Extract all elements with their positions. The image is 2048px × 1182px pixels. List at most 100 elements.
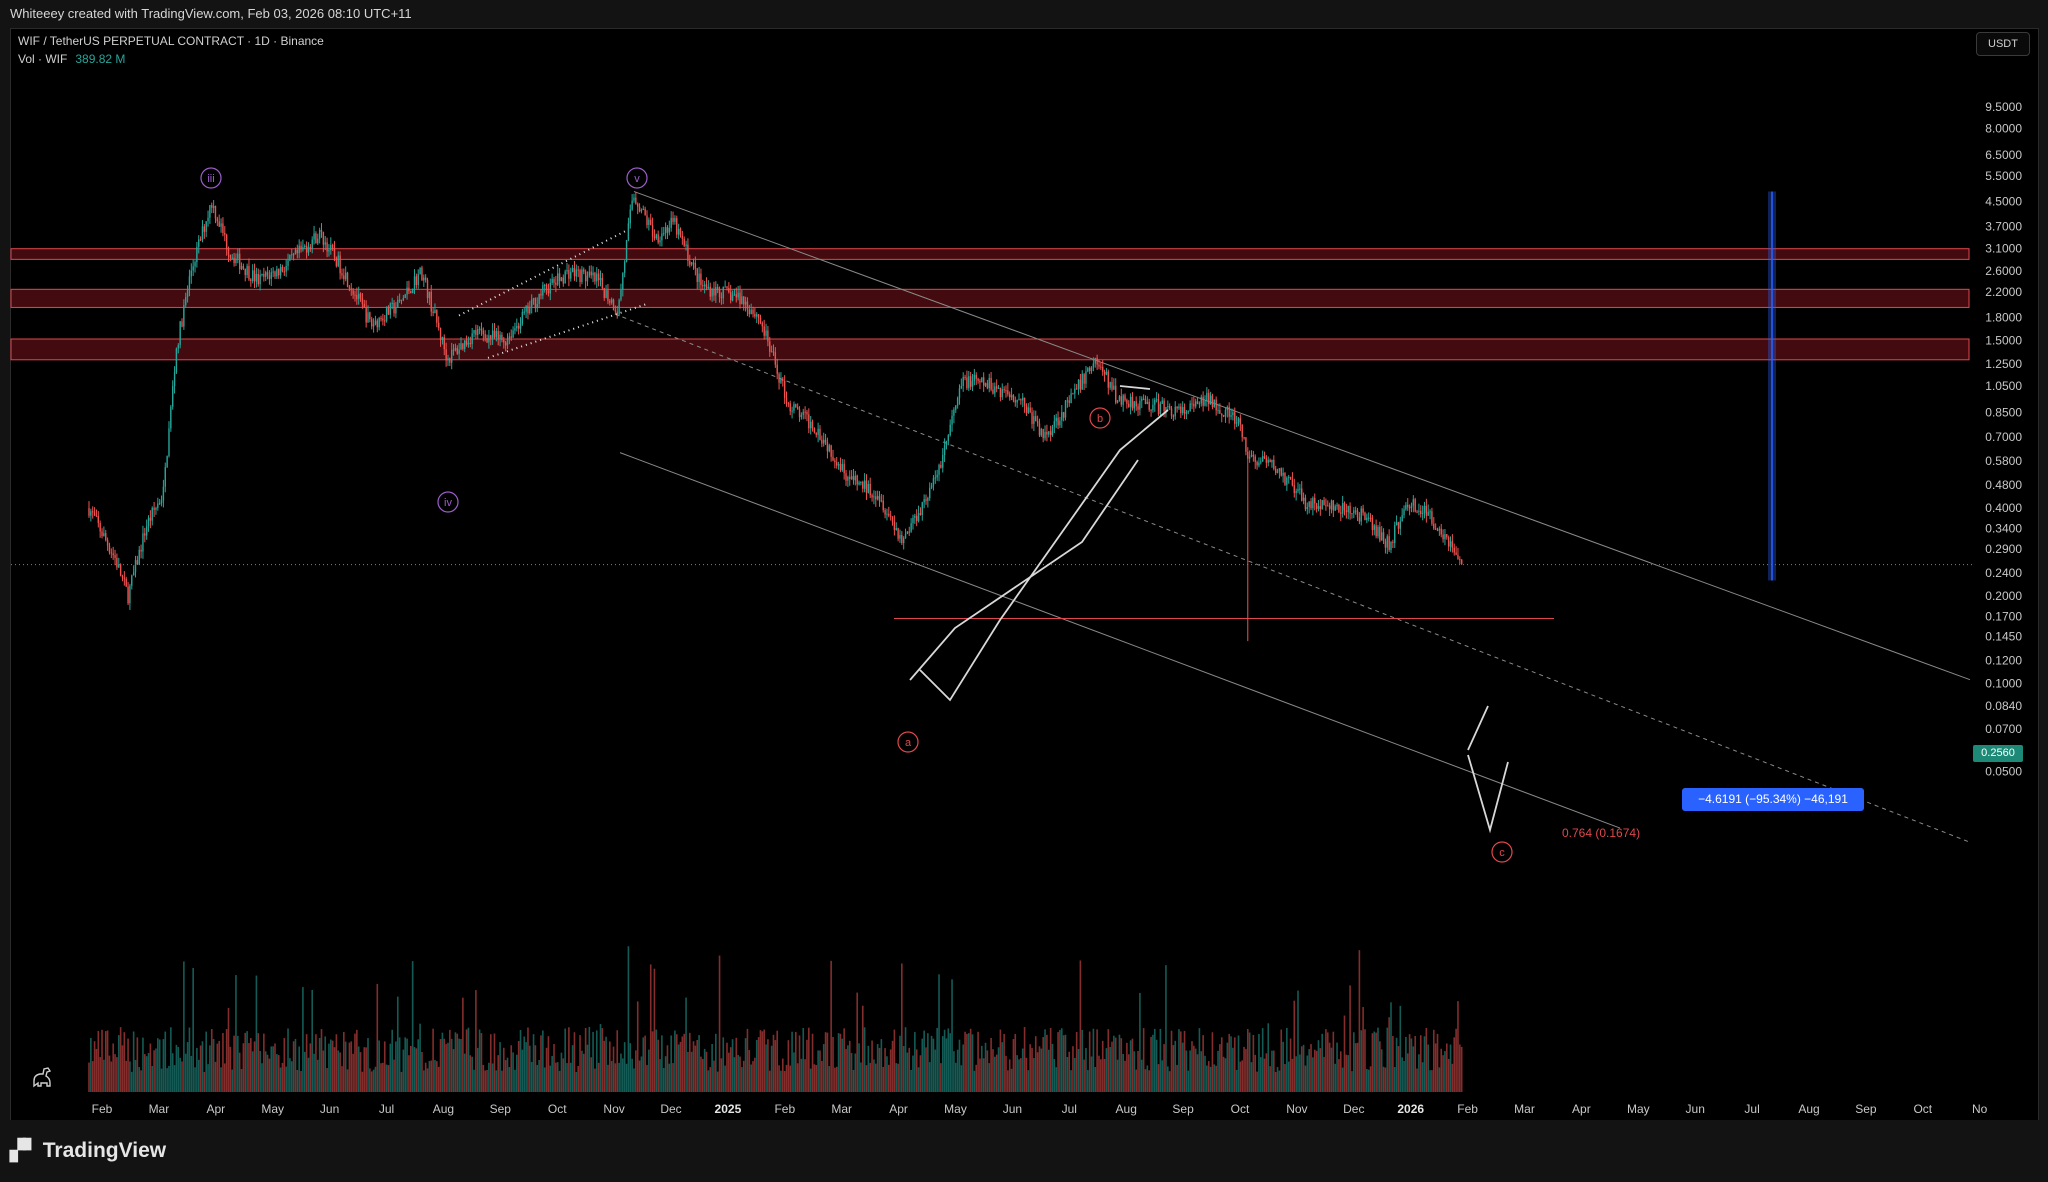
volume-bar xyxy=(984,1042,987,1092)
volume-bar xyxy=(1319,1048,1322,1092)
candle-body xyxy=(767,330,769,342)
candle-body xyxy=(722,286,724,299)
volume-bar xyxy=(770,1045,773,1092)
volume-bar xyxy=(1273,1050,1275,1092)
volume-bar xyxy=(761,1031,764,1092)
volume-bar xyxy=(1382,1066,1385,1092)
author-credit: Whiteeey created with TradingView.com, F… xyxy=(10,6,412,21)
volume-bar xyxy=(331,1040,334,1092)
volume-bar xyxy=(869,1062,872,1092)
volume-bar xyxy=(910,1069,912,1092)
candle-body xyxy=(376,320,379,328)
candle-body xyxy=(265,272,267,277)
candle-body xyxy=(670,217,672,228)
volume-bar xyxy=(1254,1054,1257,1092)
candle-body xyxy=(1392,541,1394,543)
candle-body xyxy=(1111,382,1113,390)
volume-bar xyxy=(901,963,903,1092)
candle-body xyxy=(676,218,678,235)
volume-bar xyxy=(337,1050,340,1092)
volume-bar xyxy=(415,1048,418,1092)
candle-body xyxy=(995,386,998,389)
volume-bar xyxy=(1226,1042,1229,1092)
volume-bar xyxy=(315,1034,317,1092)
volume-bar xyxy=(502,1047,505,1092)
tradingview-logo[interactable]: ▞▘ TradingView xyxy=(10,1138,166,1163)
volume-bar xyxy=(1284,1064,1286,1092)
volume-bar xyxy=(638,1060,641,1092)
volume-bar xyxy=(532,1034,535,1092)
price-axis-label: 0.0700 xyxy=(1985,722,2022,736)
candle-body xyxy=(808,414,810,429)
volume-bar xyxy=(491,1063,494,1092)
volume-bar xyxy=(928,1062,931,1092)
volume-bar xyxy=(1055,1067,1058,1092)
volume-bar xyxy=(530,1061,533,1092)
volume-bar xyxy=(90,1038,92,1092)
volume-bar xyxy=(553,1043,555,1092)
projection-arrow-b2 xyxy=(919,409,1169,702)
volume-bar xyxy=(1120,1038,1123,1092)
volume-bar xyxy=(1436,1033,1439,1092)
measure-label[interactable]: −4.6191 (−95.34%) −46,191 xyxy=(1682,788,1864,811)
candle-body xyxy=(1213,399,1216,408)
dino-icon[interactable] xyxy=(28,1064,56,1092)
candle-body xyxy=(1248,456,1251,459)
currency-button[interactable]: USDT xyxy=(1976,32,2030,56)
volume-bar xyxy=(726,1042,728,1092)
volume-bar xyxy=(264,1051,267,1092)
candle-body xyxy=(1373,525,1375,530)
volume-bar xyxy=(250,1038,252,1092)
volume-bar xyxy=(1308,1049,1310,1092)
volume-bar xyxy=(523,1036,526,1092)
volume-bar xyxy=(255,975,258,1092)
volume-bar xyxy=(1390,1002,1392,1092)
volume-bar xyxy=(382,1062,384,1092)
candle-body xyxy=(1245,437,1247,452)
candle-body xyxy=(731,295,734,301)
resistance-zone xyxy=(10,248,1970,260)
volume-bar xyxy=(874,1063,877,1092)
candle-body xyxy=(1321,500,1323,510)
time-axis-label: Apr xyxy=(889,1102,908,1116)
time-axis-label: Sep xyxy=(490,1102,512,1116)
candle-body xyxy=(398,299,401,301)
volume-bar xyxy=(400,1071,403,1092)
candle-body xyxy=(557,273,559,285)
volume-bar xyxy=(114,1054,116,1092)
candle-body xyxy=(910,523,912,532)
volume-bar xyxy=(1178,1029,1180,1092)
volume-bar xyxy=(1345,1054,1348,1092)
time-axis-label: Oct xyxy=(1231,1102,1250,1116)
volume-bar xyxy=(811,1033,814,1092)
volume-bar xyxy=(1103,1058,1106,1092)
volume-bar xyxy=(1397,1046,1400,1092)
candle-body xyxy=(947,435,950,442)
volume-bar xyxy=(1260,1057,1262,1092)
volume-bar xyxy=(309,1043,312,1092)
candle-body xyxy=(988,377,990,389)
candle-body xyxy=(464,340,466,349)
candle-body xyxy=(542,285,544,296)
candle-body xyxy=(1315,503,1318,509)
candle-body xyxy=(588,271,591,276)
volume-bar xyxy=(713,1060,715,1092)
candle-body xyxy=(1129,396,1132,407)
candle-body xyxy=(560,277,563,282)
time-axis-label: Nov xyxy=(603,1102,624,1116)
volume-bar xyxy=(1332,1031,1335,1092)
candle-body xyxy=(1375,525,1377,537)
volume-bar xyxy=(1353,1032,1355,1092)
candle-body xyxy=(322,231,325,245)
candle-body xyxy=(268,275,271,279)
volume-bar xyxy=(661,1035,663,1092)
time-axis-label: Jul xyxy=(379,1102,394,1116)
price-axis-label: 0.5800 xyxy=(1985,454,2022,468)
candle-body xyxy=(757,314,760,318)
candle-body xyxy=(291,254,293,256)
volume-bar xyxy=(313,1053,315,1092)
candle-body xyxy=(1068,400,1070,403)
chart-area[interactable] xyxy=(10,28,2039,1122)
candle-body xyxy=(897,528,899,539)
